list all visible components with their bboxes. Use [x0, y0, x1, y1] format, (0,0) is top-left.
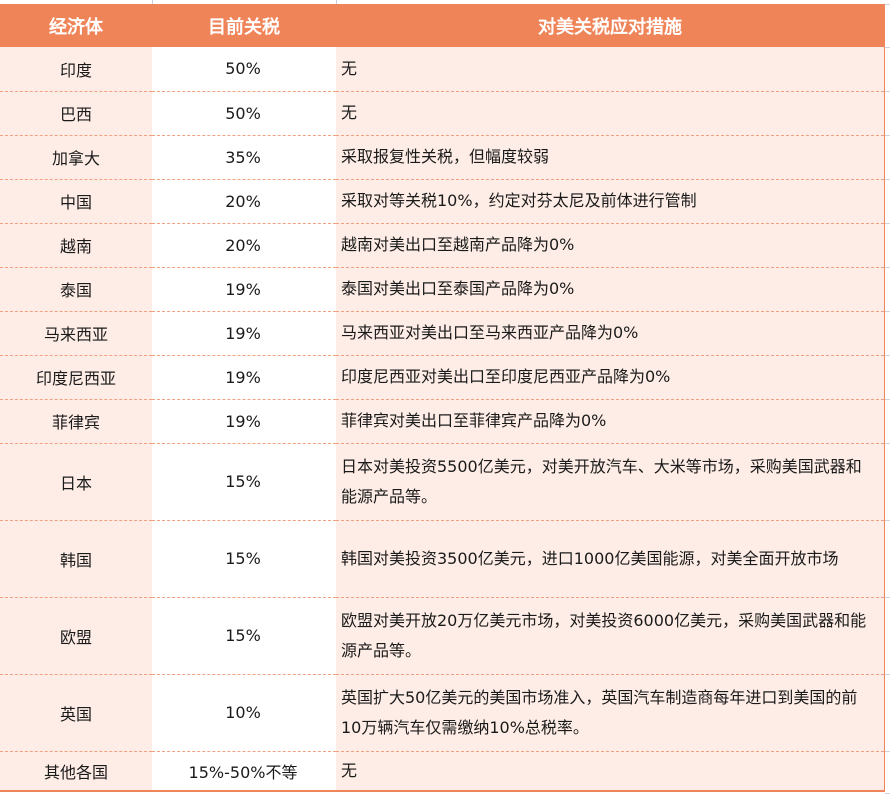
countermeasure-cell[interactable]: 采取报复性关税，但幅度较弱 [336, 135, 885, 180]
header-countermeasure[interactable]: 对美关税应对措施 [336, 4, 885, 47]
economy-cell[interactable]: 泰国 [0, 267, 152, 312]
grid-line [885, 793, 890, 794]
economy-cell[interactable]: 马来西亚 [0, 311, 152, 356]
current-tariff-cell[interactable]: 35% [152, 135, 336, 180]
grid-line [885, 47, 890, 48]
table-row: 越南 20% 越南对美出口至越南产品降为0% [0, 223, 885, 268]
economy-cell[interactable]: 巴西 [0, 91, 152, 136]
countermeasure-cell[interactable]: 欧盟对美开放20万亿美元市场，对美投资6000亿美元，采购美国武器和能源产品等。 [336, 597, 885, 675]
table-row: 印度尼西亚 19% 印度尼西亚对美出口至印度尼西亚产品降为0% [0, 355, 885, 400]
table-row: 菲律宾 19% 菲律宾对美出口至菲律宾产品降为0% [0, 399, 885, 444]
current-tariff-cell[interactable]: 20% [152, 179, 336, 224]
grid-line [885, 267, 890, 268]
economy-cell[interactable]: 中国 [0, 179, 152, 224]
current-tariff-cell[interactable]: 20% [152, 223, 336, 268]
current-tariff-cell[interactable]: 50% [152, 91, 336, 136]
grid-line [885, 91, 890, 92]
current-tariff-cell[interactable]: 15% [152, 520, 336, 598]
economy-cell[interactable]: 加拿大 [0, 135, 152, 180]
grid-line [885, 223, 890, 224]
table-row: 英国 10% 英国扩大50亿美元的美国市场准入，英国汽车制造商每年进口到美国的前10… [0, 674, 885, 752]
countermeasure-cell[interactable]: 英国扩大50亿美元的美国市场准入，英国汽车制造商每年进口到美国的前10万辆汽车仅… [336, 674, 885, 752]
table-row: 加拿大 35% 采取报复性关税，但幅度较弱 [0, 135, 885, 180]
current-tariff-cell[interactable]: 19% [152, 311, 336, 356]
countermeasure-cell[interactable]: 越南对美出口至越南产品降为0% [336, 223, 885, 268]
current-tariff-cell[interactable]: 15% [152, 597, 336, 675]
economy-cell[interactable]: 菲律宾 [0, 399, 152, 444]
current-tariff-cell[interactable]: 50% [152, 47, 336, 92]
grid-line [885, 179, 890, 180]
countermeasure-cell[interactable]: 无 [336, 47, 885, 92]
economy-cell[interactable]: 英国 [0, 674, 152, 752]
economy-cell[interactable]: 其他各国 [0, 751, 152, 791]
countermeasure-cell[interactable]: 韩国对美投资3500亿美元，进口1000亿美国能源，对美全面开放市场 [336, 520, 885, 598]
economy-cell[interactable]: 日本 [0, 443, 152, 521]
economy-cell[interactable]: 越南 [0, 223, 152, 268]
grid-line [885, 311, 890, 312]
table-row: 其他各国 15%-50%不等无 [0, 751, 885, 791]
current-tariff-cell[interactable]: 15%-50%不等 [152, 751, 336, 791]
current-tariff-cell[interactable]: 10% [152, 674, 336, 752]
table-row: 韩国 15% 韩国对美投资3500亿美元，进口1000亿美国能源，对美全面开放市场 [0, 520, 885, 598]
countermeasure-cell[interactable]: 采取对等关税10%，约定对芬太尼及前体进行管制 [336, 179, 885, 224]
current-tariff-cell[interactable]: 15% [152, 443, 336, 521]
table-row: 马来西亚 19% 马来西亚对美出口至马来西亚产品降为0% [0, 311, 885, 356]
grid-line [885, 399, 890, 400]
countermeasure-cell[interactable]: 无 [336, 751, 885, 791]
current-tariff-cell[interactable]: 19% [152, 399, 336, 444]
grid-line [885, 135, 890, 136]
table-row: 欧盟 15% 欧盟对美开放20万亿美元市场，对美投资6000亿美元，采购美国武器和能… [0, 597, 885, 675]
grid-line [885, 520, 890, 521]
countermeasure-cell[interactable]: 菲律宾对美出口至菲律宾产品降为0% [336, 399, 885, 444]
economy-cell[interactable]: 欧盟 [0, 597, 152, 675]
table-row: 泰国 19% 泰国对美出口至泰国产品降为0% [0, 267, 885, 312]
grid-line [885, 674, 890, 675]
grid-line [885, 597, 890, 598]
economy-cell[interactable]: 韩国 [0, 520, 152, 598]
header-current-tariff[interactable]: 目前关税 [152, 4, 336, 47]
spreadsheet-grid-right [885, 0, 890, 800]
countermeasure-cell[interactable]: 印度尼西亚对美出口至印度尼西亚产品降为0% [336, 355, 885, 400]
grid-line [152, 0, 153, 4]
grid-line [885, 355, 890, 356]
table-row: 中国 20% 采取对等关税10%，约定对芬太尼及前体进行管制 [0, 179, 885, 224]
current-tariff-cell[interactable]: 19% [152, 267, 336, 312]
countermeasure-cell[interactable]: 日本对美投资5500亿美元，对美开放汽车、大米等市场，采购美国武器和能源产品等。 [336, 443, 885, 521]
header-row: 经济体 目前关税 对美关税应对措施 [0, 4, 885, 47]
table-row: 日本 15% 日本对美投资5500亿美元，对美开放汽车、大米等市场，采购美国武器和能… [0, 443, 885, 521]
table-row: 印度 50% 无 [0, 47, 885, 92]
grid-line [885, 443, 890, 444]
grid-line [336, 0, 337, 4]
countermeasure-cell[interactable]: 无 [336, 91, 885, 136]
table-row: 巴西 50% 无 [0, 91, 885, 136]
countermeasure-cell[interactable]: 马来西亚对美出口至马来西亚产品降为0% [336, 311, 885, 356]
economy-cell[interactable]: 印度 [0, 47, 152, 92]
economy-cell[interactable]: 印度尼西亚 [0, 355, 152, 400]
header-economy[interactable]: 经济体 [0, 4, 152, 47]
grid-line [885, 4, 890, 5]
current-tariff-cell[interactable]: 19% [152, 355, 336, 400]
grid-line [885, 751, 890, 752]
tariff-table: 经济体 目前关税 对美关税应对措施 印度 50% 无巴西 50% 无加拿大 35% 采取报复… [0, 4, 886, 792]
countermeasure-cell[interactable]: 泰国对美出口至泰国产品降为0% [336, 267, 885, 312]
